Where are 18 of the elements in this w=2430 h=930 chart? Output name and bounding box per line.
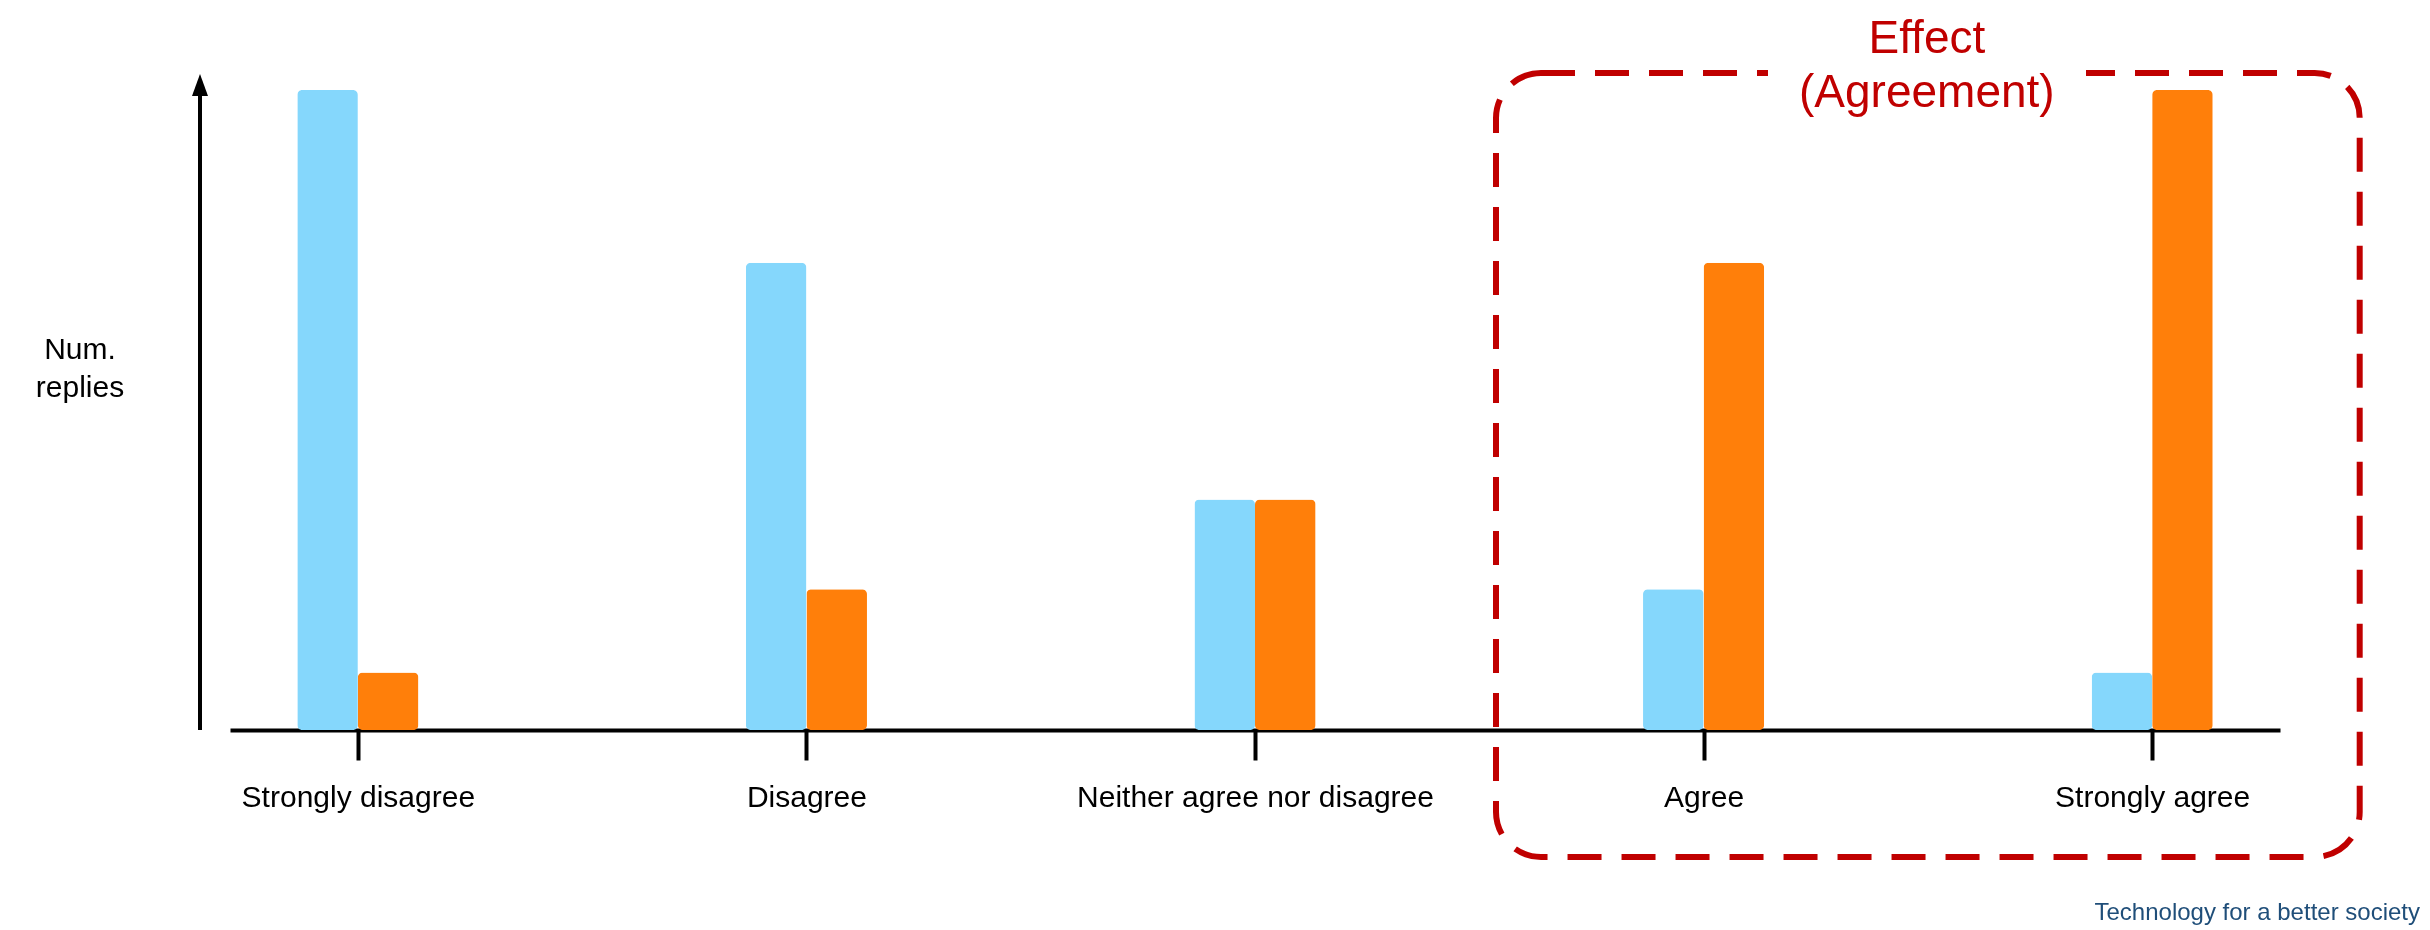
bar bbox=[806, 589, 867, 730]
text: Technology for a better society bbox=[2094, 898, 2420, 926]
bar bbox=[1194, 499, 1255, 730]
annotation: Effect (Agreement) bbox=[1767, 10, 2086, 118]
x-tick-label: Agree bbox=[1664, 779, 1745, 813]
x-tick-label: Strongly disagree bbox=[241, 779, 476, 813]
bar bbox=[2091, 672, 2153, 730]
x-tick-label: Disagree bbox=[746, 779, 867, 813]
bar bbox=[357, 672, 419, 730]
bar bbox=[745, 262, 807, 730]
y-axis-title: Num. replies bbox=[34, 331, 126, 405]
bar bbox=[2152, 90, 2213, 730]
bar bbox=[1643, 589, 1704, 730]
x-tick-label: Neither agree nor disagree bbox=[1077, 779, 1434, 813]
bar bbox=[1703, 262, 1765, 730]
bar bbox=[1255, 499, 1316, 730]
bar bbox=[297, 90, 358, 730]
x-tick-label: Strongly agree bbox=[2055, 779, 2251, 813]
